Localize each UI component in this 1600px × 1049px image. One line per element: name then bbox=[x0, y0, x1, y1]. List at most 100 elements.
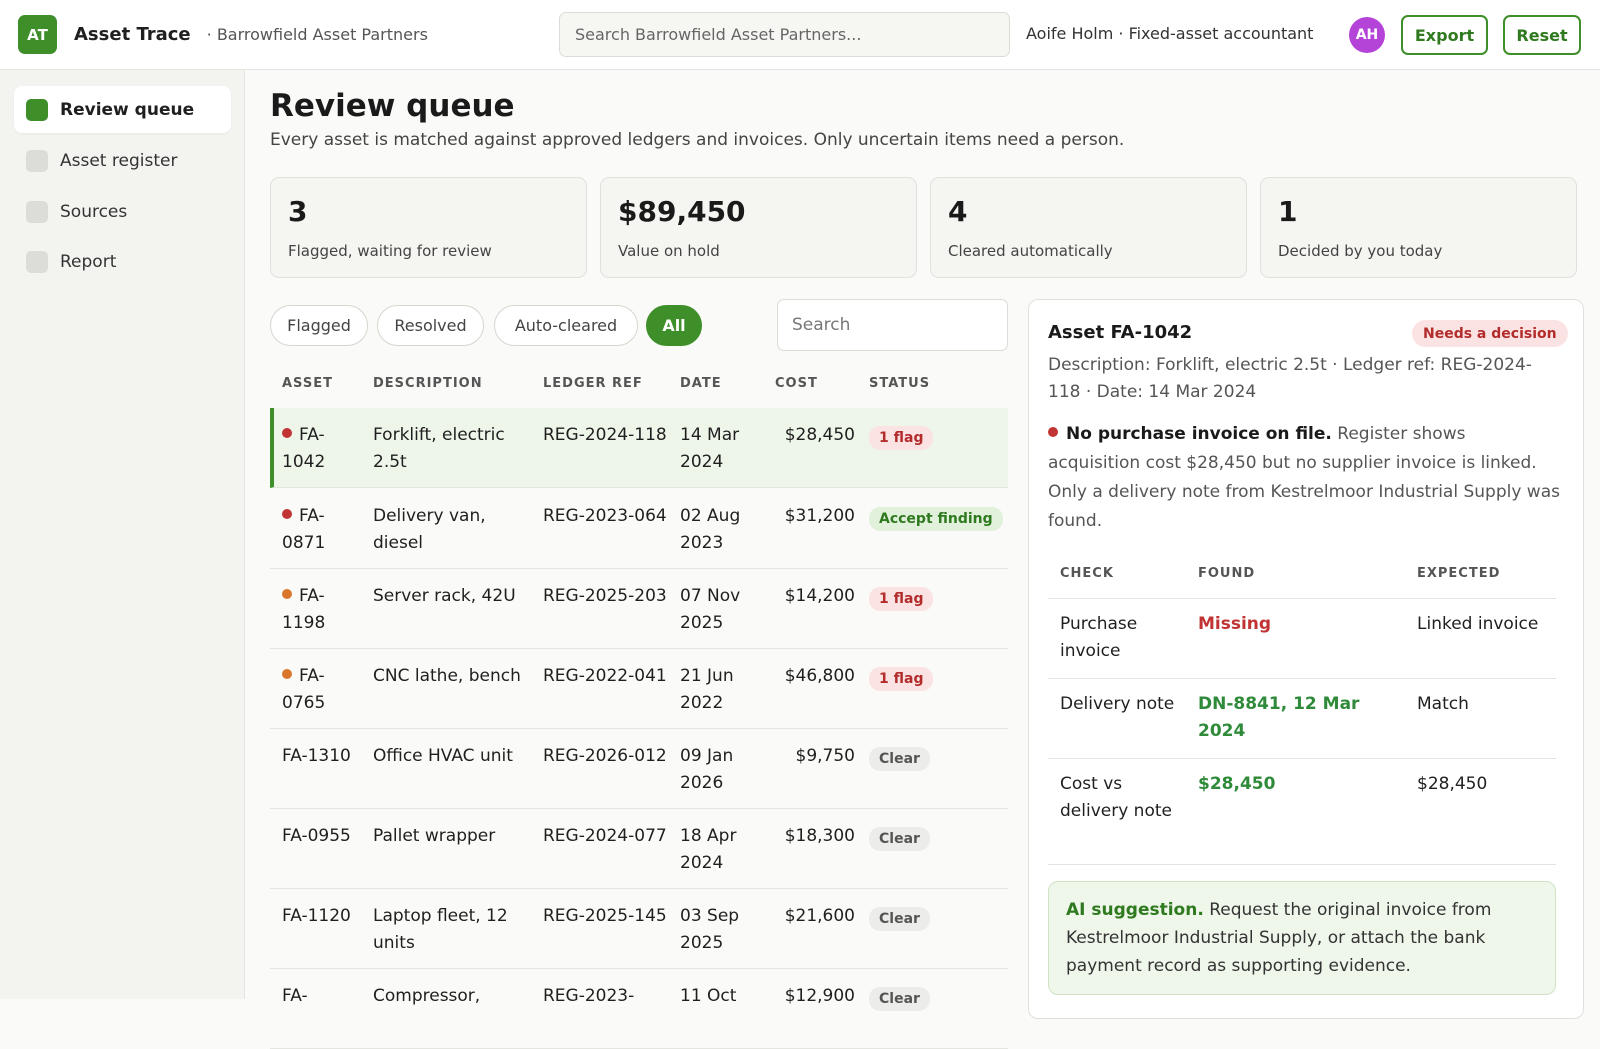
ledger-ref-cell: REG-2023-064 bbox=[543, 506, 667, 526]
detail-meta: Description: Forklift, electric 2.5t · L… bbox=[1048, 355, 1532, 402]
sidebar-item-asset-register[interactable]: Asset register bbox=[14, 137, 231, 184]
description-cell: Pallet wrapper bbox=[373, 826, 496, 846]
date-cell: 03 Sep 2025 bbox=[680, 906, 740, 953]
asset-id-cell: FA-0955 bbox=[282, 823, 362, 850]
stat-value: 1 bbox=[1278, 195, 1298, 228]
app-name: Asset Trace bbox=[74, 24, 191, 45]
column-header-cost[interactable]: COST bbox=[775, 376, 818, 391]
ledger-ref-cell: REG-2023- bbox=[543, 986, 635, 1006]
asset-id-cell: FA- bbox=[282, 983, 362, 1010]
asset-id-cell: FA-0871 bbox=[282, 503, 362, 557]
filter-auto-cleared[interactable]: Auto-cleared bbox=[494, 305, 638, 346]
column-header-status[interactable]: STATUS bbox=[869, 376, 931, 391]
sidebar-item-label: Review queue bbox=[60, 99, 195, 120]
date-cell: 21 Jun 2022 bbox=[680, 666, 734, 713]
org-name: · Barrowfield Asset Partners bbox=[206, 25, 428, 44]
check-row: Purchase invoice Missing Linked invoice bbox=[1048, 598, 1556, 678]
ledger-ref-cell: REG-2024-077 bbox=[543, 826, 667, 846]
table-row[interactable]: FA-1198 Server rack, 42U REG-2025-203 07 No… bbox=[270, 569, 1008, 649]
check-name: Purchase invoice bbox=[1060, 614, 1138, 661]
ai-suggestion-label: AI suggestion. bbox=[1066, 900, 1204, 920]
table-row[interactable]: FA-1042 Forklift, electric 2.5t REG-2024-1… bbox=[270, 408, 1008, 488]
ai-suggestion: AI suggestion. Request the original invo… bbox=[1048, 881, 1556, 995]
reset-button[interactable]: Reset bbox=[1503, 15, 1581, 55]
column-header-ledger-ref[interactable]: LEDGER REF bbox=[543, 376, 643, 391]
status-cell: Clear bbox=[869, 905, 930, 932]
status-badge: Clear bbox=[869, 987, 930, 1011]
column-header-asset[interactable]: ASSET bbox=[282, 376, 333, 391]
export-button[interactable]: Export bbox=[1401, 15, 1488, 55]
flag-dot-icon bbox=[282, 509, 292, 519]
filter-all[interactable]: All bbox=[646, 305, 702, 346]
table-row[interactable]: FA-1120 Laptop fleet, 12 units REG-2025-14… bbox=[270, 889, 1008, 969]
filter-flagged[interactable]: Flagged bbox=[270, 305, 368, 346]
nav-square-icon bbox=[26, 200, 48, 223]
ledger-ref-cell: REG-2026-012 bbox=[543, 746, 667, 766]
filter-resolved[interactable]: Resolved bbox=[377, 305, 484, 346]
asset-id: FA-1310 bbox=[282, 746, 351, 766]
status-badge[interactable]: Accept finding bbox=[869, 507, 1003, 531]
description-cell: CNC lathe, bench bbox=[373, 666, 521, 686]
avatar[interactable]: AH bbox=[1349, 17, 1385, 53]
sidebar-item-label: Asset register bbox=[60, 150, 178, 171]
table-row[interactable]: FA-1310 Office HVAC unit REG-2026-012 09 Ja… bbox=[270, 729, 1008, 809]
column-header-description[interactable]: DESCRIPTION bbox=[373, 376, 483, 391]
description-cell: Office HVAC unit bbox=[373, 746, 513, 766]
status-cell: Accept finding bbox=[869, 505, 1003, 532]
status-cell: 1 flag bbox=[869, 585, 934, 612]
date-cell: 11 Oct bbox=[680, 986, 737, 1006]
table-row[interactable]: FA-0765 CNC lathe, bench REG-2022-041 21 Ju… bbox=[270, 649, 1008, 729]
table-row[interactable]: FA- Compressor, REG-2023- 11 Oct $12,900 Clea… bbox=[270, 969, 1008, 1049]
cost-cell: $14,200 bbox=[784, 586, 855, 606]
check-column-header: FOUND bbox=[1198, 566, 1256, 581]
status-cell: 1 flag bbox=[869, 665, 934, 692]
detail-title: Asset FA-1042 bbox=[1048, 322, 1193, 343]
description-cell: Compressor, bbox=[373, 986, 481, 1006]
check-found: DN-8841, 12 Mar 2024 bbox=[1198, 694, 1360, 741]
check-row: Delivery note DN-8841, 12 Mar 2024 Match bbox=[1048, 678, 1556, 758]
status-badge: Needs a decision bbox=[1412, 320, 1568, 347]
check-name: Delivery note bbox=[1060, 694, 1175, 714]
asset-id: FA- bbox=[282, 986, 308, 1006]
stat-label: Flagged, waiting for review bbox=[288, 242, 492, 260]
table-search-input[interactable]: Search bbox=[777, 299, 1008, 351]
asset-id: FA-0871 bbox=[282, 506, 326, 553]
asset-id: FA-0765 bbox=[282, 666, 326, 713]
stat-label: Decided by you today bbox=[1278, 242, 1443, 260]
check-row: Cost vs delivery note $28,450 $28,450 bbox=[1048, 758, 1556, 865]
check-expected: Match bbox=[1417, 694, 1469, 714]
finding-title: No purchase invoice on file. bbox=[1066, 424, 1332, 444]
cost-cell: $46,800 bbox=[784, 666, 855, 686]
asset-id-cell: FA-1198 bbox=[282, 583, 362, 637]
flag-dot-icon bbox=[1048, 427, 1058, 437]
ledger-ref-cell: REG-2022-041 bbox=[543, 666, 667, 686]
stat-card-decided: 1 Decided by you today bbox=[1260, 177, 1577, 278]
cost-cell: $31,200 bbox=[784, 506, 855, 526]
asset-id: FA-1042 bbox=[282, 425, 326, 472]
sidebar-item-sources[interactable]: Sources bbox=[14, 188, 231, 235]
status-cell: Clear bbox=[869, 745, 930, 772]
asset-id: FA-1120 bbox=[282, 906, 351, 926]
check-name: Cost vs delivery note bbox=[1060, 774, 1172, 821]
sidebar-item-review-queue[interactable]: Review queue bbox=[14, 86, 231, 133]
asset-id-cell: FA-1310 bbox=[282, 743, 362, 770]
asset-id-cell: FA-1042 bbox=[282, 422, 362, 476]
status-badge: 1 flag bbox=[869, 587, 934, 611]
status-badge: Clear bbox=[869, 827, 930, 851]
check-found: Missing bbox=[1198, 614, 1272, 634]
ai-suggestion-text: Request the original invoice from Kestre… bbox=[1066, 900, 1492, 976]
table-row[interactable]: FA-0955 Pallet wrapper REG-2024-077 18 Apr … bbox=[270, 809, 1008, 889]
status-badge: 1 flag bbox=[869, 667, 934, 691]
asset-id: FA-1198 bbox=[282, 586, 326, 633]
page-title: Review queue bbox=[270, 88, 515, 124]
status-cell: 1 flag bbox=[869, 424, 934, 451]
column-header-date[interactable]: DATE bbox=[680, 376, 722, 391]
flag-dot-icon bbox=[282, 428, 292, 438]
sidebar-item-report[interactable]: Report bbox=[14, 238, 231, 285]
table-row[interactable]: FA-0871 Delivery van, diesel REG-2023-064 0… bbox=[270, 489, 1008, 569]
global-search-input[interactable]: Search Barrowfield Asset Partners... bbox=[559, 12, 1010, 57]
stat-card-cleared: 4 Cleared automatically bbox=[930, 177, 1247, 278]
asset-id-cell: FA-0765 bbox=[282, 663, 362, 717]
check-column-header: CHECK bbox=[1060, 566, 1114, 581]
cost-cell: $28,450 bbox=[784, 425, 855, 445]
